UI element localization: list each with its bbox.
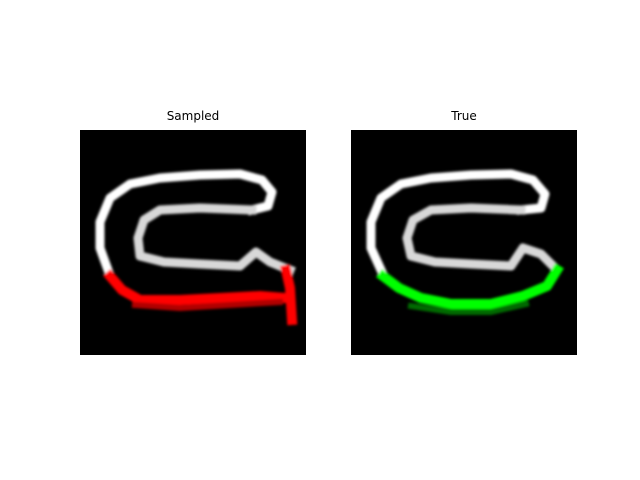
true-panel bbox=[351, 130, 577, 355]
true-highlight-shadow bbox=[407, 300, 530, 315]
true-highlight-stroke bbox=[376, 263, 564, 309]
sampled-panel bbox=[80, 130, 306, 355]
sampled-panel-title: Sampled bbox=[166, 109, 220, 123]
sampled-image bbox=[80, 130, 306, 355]
sampled-outer-stroke bbox=[95, 169, 277, 276]
sampled-inner-stroke bbox=[133, 203, 296, 276]
sampled-highlight-stroke bbox=[102, 264, 298, 326]
sampled-highlight-tail bbox=[131, 298, 284, 311]
true-panel-title: True bbox=[451, 109, 477, 123]
true-image bbox=[351, 130, 577, 355]
true-outer-stroke bbox=[366, 169, 550, 276]
true-inner-stroke bbox=[402, 203, 558, 271]
